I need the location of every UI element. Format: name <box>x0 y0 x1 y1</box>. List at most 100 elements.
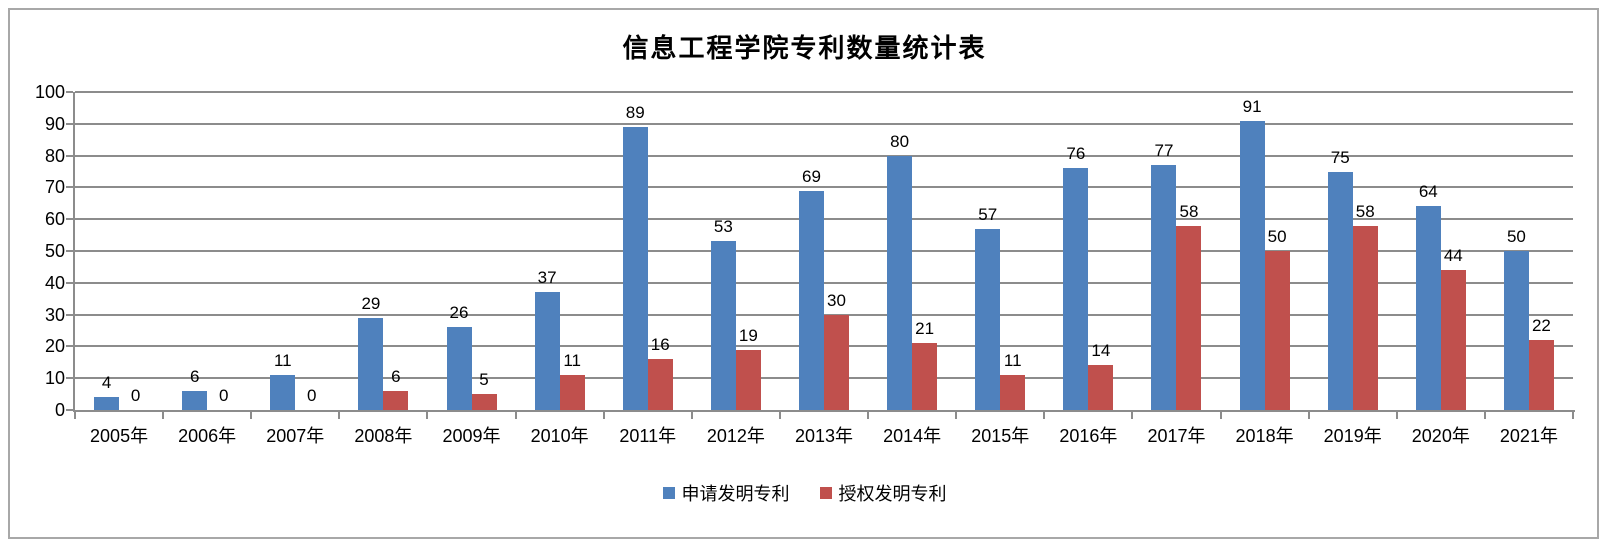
bar-value-label: 19 <box>738 325 758 345</box>
bar-applied-2017年 <box>1151 165 1177 410</box>
bar-granted-2011年 <box>647 359 673 410</box>
x-axis-tick <box>514 412 517 419</box>
legend-label: 申请发明专利 <box>681 484 790 504</box>
x-axis-tick <box>867 412 870 419</box>
x-axis-label: 2016年 <box>1059 426 1118 446</box>
bar-value-label: 69 <box>802 166 821 186</box>
y-axis-tick <box>66 186 73 189</box>
bar-value-label: 53 <box>713 217 733 237</box>
bar-value-label: 14 <box>1091 341 1111 361</box>
bar-granted-2017年 <box>1176 225 1202 410</box>
bar-value-label: 6 <box>391 366 401 386</box>
bar-value-label: 11 <box>1003 351 1022 371</box>
y-axis-tick <box>66 122 73 125</box>
y-axis-tick <box>66 91 73 93</box>
y-axis-tick <box>66 154 73 157</box>
x-axis-label: 2006年 <box>178 426 237 446</box>
y-axis-tick <box>66 218 73 221</box>
bar-value-label: 50 <box>1267 227 1287 246</box>
bar-granted-2013年 <box>824 314 849 410</box>
x-axis-label: 2009年 <box>442 426 501 446</box>
x-axis-label: 2005年 <box>90 426 149 446</box>
x-axis-tick <box>602 412 605 419</box>
gridline-70 <box>75 186 1573 189</box>
y-axis-tick <box>66 313 73 316</box>
y-axis-label: 90 <box>44 113 65 134</box>
chart-frame-border <box>8 8 1599 539</box>
bar-granted-2020年 <box>1440 270 1466 410</box>
bar-value-label: 37 <box>537 268 557 288</box>
bar-granted-2018年 <box>1264 251 1290 410</box>
bar-value-label: 26 <box>449 303 469 323</box>
x-axis-label: 2013年 <box>794 426 854 446</box>
bar-value-label: 11 <box>273 351 292 371</box>
bar-value-label: 75 <box>1330 147 1350 167</box>
bar-applied-2015年 <box>975 228 1001 410</box>
chart-title: 信息工程学院专利数量统计表 <box>622 33 987 63</box>
bar-value-label: 58 <box>1355 201 1375 221</box>
y-axis-label: 60 <box>44 209 65 230</box>
x-axis-label: 2020年 <box>1411 426 1470 446</box>
bar-applied-2010年 <box>534 292 560 410</box>
legend-swatch-icon <box>662 487 675 499</box>
bar-value-label: 5 <box>479 370 489 390</box>
bar-applied-2009年 <box>446 327 472 410</box>
x-axis-tick <box>778 412 781 419</box>
x-axis-label: 2019年 <box>1323 426 1382 446</box>
y-axis-tick <box>66 409 73 411</box>
x-axis-label: 2018年 <box>1235 426 1294 446</box>
bar-value-label: 16 <box>650 335 670 355</box>
x-axis-label: 2008年 <box>354 426 413 446</box>
bar-applied-2012年 <box>710 241 736 410</box>
gridline-90 <box>75 122 1573 125</box>
x-axis-tick <box>955 412 958 419</box>
bar-value-label: 0 <box>130 386 141 405</box>
bar-applied-2016年 <box>1063 168 1089 410</box>
bar-value-label: 89 <box>625 102 645 122</box>
bar-value-label: 29 <box>361 293 381 313</box>
x-axis-tick <box>1219 412 1222 419</box>
bar-granted-2016年 <box>1088 365 1114 410</box>
bar-applied-2007年 <box>270 375 296 410</box>
x-axis-tick <box>1131 412 1134 419</box>
y-axis-label: 10 <box>44 368 65 389</box>
y-axis-tick <box>66 345 73 348</box>
bar-value-label: 50 <box>1506 227 1526 246</box>
bar-value-label: 64 <box>1418 182 1438 202</box>
bar-value-label: 4 <box>101 373 112 393</box>
bar-value-label: 11 <box>563 351 581 371</box>
bar-applied-2006年 <box>182 390 208 410</box>
y-axis-label: 30 <box>44 304 65 325</box>
bar-applied-2020年 <box>1415 206 1441 410</box>
bar-value-label: 0 <box>218 386 229 405</box>
bar-granted-2019年 <box>1352 225 1378 410</box>
x-axis-tick <box>162 412 165 419</box>
y-axis-label: 0 <box>54 400 65 420</box>
y-axis-tick <box>66 250 73 252</box>
x-axis-tick <box>1043 412 1046 419</box>
y-axis-line <box>73 92 75 412</box>
bar-value-label: 22 <box>1531 316 1551 336</box>
x-axis-label: 2017年 <box>1147 426 1206 446</box>
legend-label: 授权发明专利 <box>838 484 947 504</box>
y-axis-label: 40 <box>44 272 65 293</box>
x-axis-label: 2021年 <box>1499 426 1558 446</box>
bar-value-label: 0 <box>307 386 317 405</box>
x-axis-tick <box>690 412 693 419</box>
plot-area: 0 10 20 30 40 50 60 70 80 90 100 4 0 2005年 6 0 2006年 11 0 2… <box>35 83 1575 446</box>
y-axis-tick <box>66 281 73 284</box>
bar-granted-2015年 <box>1000 375 1026 410</box>
gridline-30 <box>75 313 1573 316</box>
x-axis-tick <box>426 412 429 419</box>
bar-applied-2013年 <box>799 190 824 410</box>
y-axis-label: 80 <box>44 145 65 166</box>
x-axis-label: 2011年 <box>619 426 677 446</box>
bar-value-label: 6 <box>189 366 200 386</box>
y-axis-label: 20 <box>44 336 65 357</box>
x-axis-tick <box>250 412 253 419</box>
bar-applied-2005年 <box>94 397 120 410</box>
x-axis-label: 2014年 <box>883 426 942 446</box>
bar-value-label: 21 <box>915 319 935 339</box>
gridline-100 <box>75 91 1573 93</box>
legend-swatch-icon <box>819 487 832 499</box>
